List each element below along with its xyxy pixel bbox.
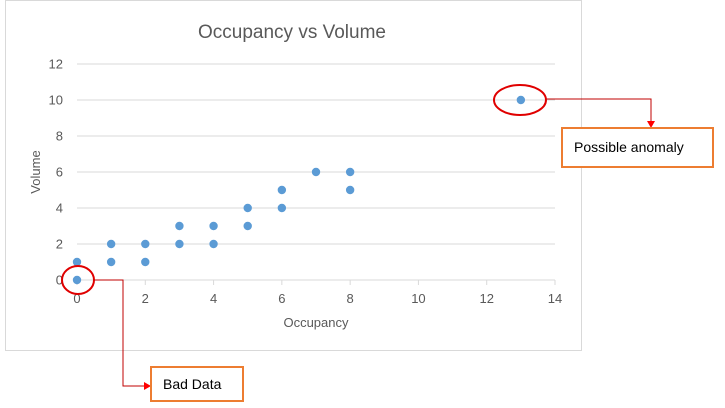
data-point [311,167,321,177]
data-point [277,185,287,195]
x-tick-label: 0 [73,291,80,306]
x-tick-labels: 0 2 4 6 8 10 12 14 [73,291,562,306]
x-tick-label: 8 [347,291,354,306]
bad-data-connector [94,279,144,387]
y-tick-labels: 0 2 4 6 8 10 12 [49,57,63,288]
x-tick-label: 2 [142,291,149,306]
data-point [209,221,218,231]
data-point [277,203,287,213]
data-point [72,257,82,267]
y-tick-label: 12 [49,57,63,72]
data-point [345,185,355,195]
anomaly-label-box [561,127,714,168]
data-point [106,257,116,267]
data-point [106,239,116,249]
y-tick-label: 4 [56,201,63,216]
data-points [72,95,526,285]
x-tick-label: 4 [210,291,217,306]
anomaly-label: Possible anomaly [574,139,684,155]
data-point [72,275,82,285]
data-point [516,95,526,105]
bad-data-label-box [150,366,244,402]
x-tick-label: 12 [479,291,493,306]
axes [76,279,556,285]
y-tick-label: 8 [56,129,63,144]
bad-data-label: Bad Data [163,376,222,392]
x-tick-label: 6 [278,291,285,306]
data-point [345,167,355,177]
chart-frame [5,0,582,351]
x-tick-label: 10 [411,291,425,306]
data-point [175,239,184,249]
data-point [175,221,184,231]
x-tick-label: 14 [548,291,562,306]
data-point [141,257,150,267]
bad-data-arrowhead [144,382,151,390]
y-tick-label: 0 [56,273,63,288]
chart-title: Occupancy vs Volume [198,22,386,43]
anomaly-callout: Possible anomaly [493,84,714,168]
y-tick-label: 10 [49,93,63,108]
anomaly-arrowhead [647,121,655,128]
data-point [209,239,218,249]
y-tick-label: 2 [56,237,63,252]
data-point [243,203,252,213]
y-axis-label: Volume [28,150,43,193]
anomaly-circle [493,84,547,116]
y-tick-label: 6 [56,165,63,180]
data-point [243,221,252,231]
bad-data-callout: Bad Data [61,265,244,402]
anomaly-connector [547,98,652,121]
data-point [141,239,150,249]
x-axis-label: Occupancy [283,315,349,330]
